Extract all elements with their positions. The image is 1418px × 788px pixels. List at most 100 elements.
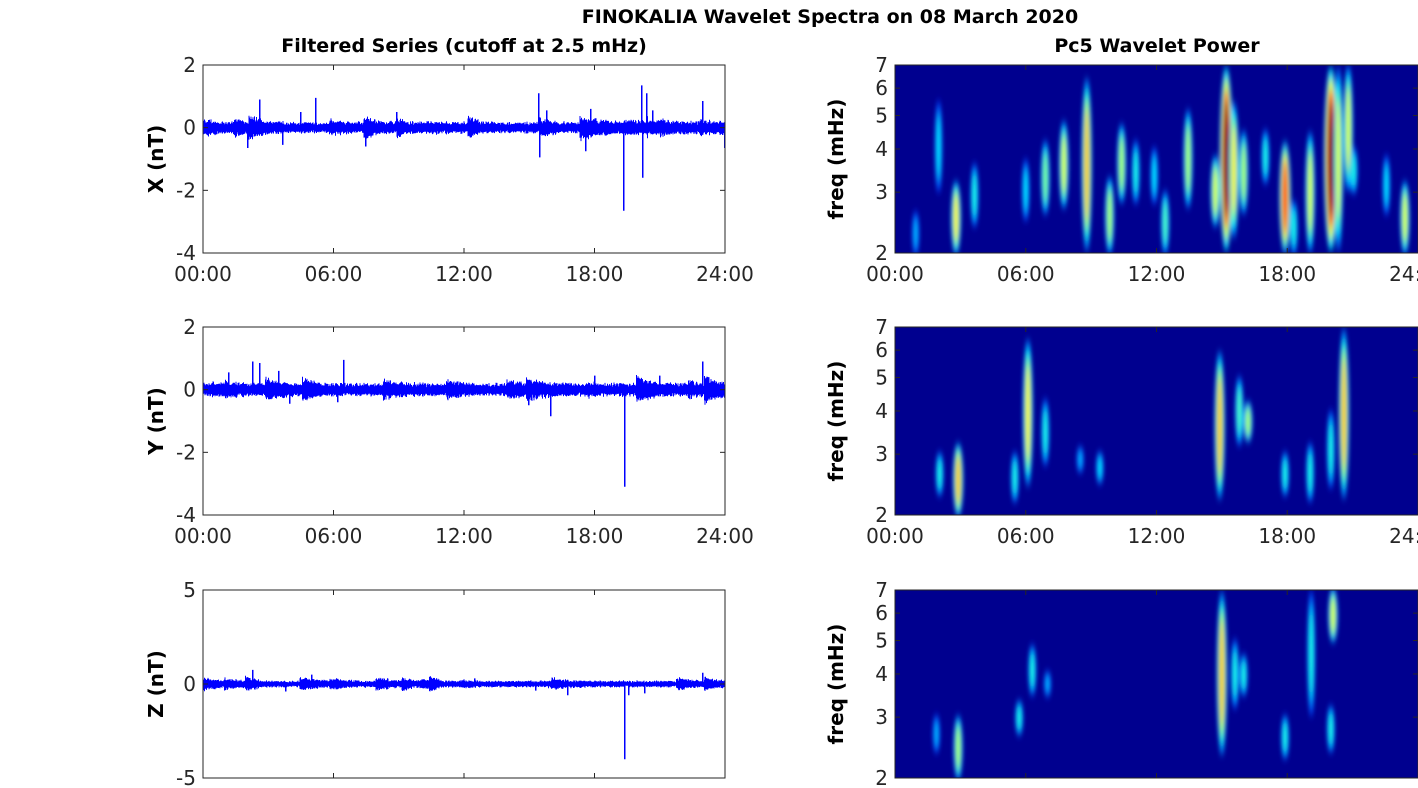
power-blob (1308, 153, 1313, 232)
power-blob (1292, 210, 1296, 246)
x-tick-label: 24:00 (1389, 262, 1418, 286)
y-tick-label: 2 (875, 766, 888, 788)
power-blob (1078, 450, 1082, 469)
power-blob (1309, 613, 1313, 695)
power-blob (1352, 155, 1356, 186)
power-blob (1098, 457, 1102, 479)
y-tick-label: 5 (875, 628, 888, 652)
x-tick-label: 12:00 (435, 262, 493, 286)
y-tick-label: -2 (176, 440, 196, 464)
power-blob (1163, 201, 1167, 244)
y-tick-label: 3 (875, 180, 888, 204)
y-tick-label: -4 (176, 241, 196, 265)
power-blob (1084, 109, 1089, 221)
y-tick-label: 2 (183, 315, 196, 339)
axes-6 (894, 589, 1418, 779)
power-blob (1024, 170, 1028, 211)
x-tick-label: 24:00 (696, 524, 754, 548)
axes-1 (202, 64, 726, 254)
power-blob (1384, 165, 1389, 205)
power-blob (1233, 651, 1237, 697)
x-tick-label: 18:00 (566, 262, 624, 286)
y-tick-label: 3 (875, 705, 888, 729)
y-tick-label: 6 (875, 338, 888, 362)
x-tick-label: 06:00 (997, 524, 1055, 548)
y-axis-label: freq (mHz) (824, 361, 848, 482)
power-blob (1223, 100, 1229, 218)
power-blob (1237, 388, 1242, 434)
power-blob (1043, 153, 1048, 202)
spectrogram-blobs (935, 328, 1350, 515)
x-tick-label: 00:00 (174, 262, 232, 286)
power-blob (1061, 136, 1066, 194)
power-blob (1283, 722, 1287, 752)
y-tick-label: 0 (183, 378, 196, 402)
power-blob (1219, 621, 1225, 727)
power-blob (1263, 139, 1268, 175)
power-blob (1329, 423, 1333, 475)
x-tick-label: 00:00 (866, 524, 924, 548)
y-tick-label: 7 (875, 53, 888, 77)
axes-5 (894, 326, 1418, 516)
power-blob (1402, 194, 1407, 242)
x-tick-label: 18:00 (1258, 524, 1316, 548)
x-tick-label: 12:00 (435, 524, 493, 548)
power-blob (972, 174, 977, 216)
spectrogram-background (895, 590, 1418, 778)
y-tick-label: -5 (176, 766, 196, 788)
power-blob (914, 219, 918, 248)
power-blob (1134, 151, 1138, 193)
power-blob (1283, 459, 1287, 489)
y-axis-label: X (nT) (144, 125, 168, 194)
power-blob (936, 116, 941, 177)
power-blob (1030, 653, 1034, 687)
power-blob (937, 459, 942, 489)
x-tick-label: 06:00 (305, 262, 363, 286)
y-tick-label: 5 (875, 103, 888, 127)
spectrogram-blob-layer (912, 65, 1410, 253)
y-tick-label: 4 (875, 399, 888, 423)
power-blob (1331, 597, 1336, 633)
power-blob (1013, 461, 1017, 494)
x-tick-label: 06:00 (305, 524, 363, 548)
figure-title: FINOKALIA Wavelet Spectra on 08 March 20… (581, 6, 1079, 28)
y-tick-label: 5 (875, 365, 888, 389)
x-tick-label: 24:00 (696, 262, 754, 286)
power-blob (1107, 190, 1112, 241)
power-blob (1329, 713, 1333, 745)
power-blob (956, 726, 961, 769)
y-tick-label: 5 (183, 578, 196, 602)
x-tick-label: 24:00 (1389, 524, 1418, 548)
y-tick-label: 2 (875, 503, 888, 527)
spectrogram-blobs (912, 65, 1410, 253)
power-blob (1152, 157, 1156, 195)
power-blob (1231, 126, 1236, 214)
x-tick-label: 06:00 (997, 262, 1055, 286)
y-tick-label: 7 (875, 315, 888, 339)
axes-3 (202, 589, 726, 779)
power-blob (1282, 161, 1288, 234)
power-blob (1241, 145, 1246, 200)
power-blob (1246, 408, 1250, 436)
power-blob (1046, 675, 1050, 693)
y-tick-label: -2 (176, 178, 196, 202)
power-blob (934, 721, 938, 747)
y-tick-label: 4 (875, 662, 888, 686)
power-blob (1341, 359, 1347, 469)
x-tick-label: 18:00 (566, 524, 624, 548)
y-tick-label: -4 (176, 503, 196, 527)
y-tick-label: 2 (183, 53, 196, 77)
y-tick-label: 0 (183, 672, 196, 696)
y-tick-label: 3 (875, 442, 888, 466)
power-blob (1328, 100, 1334, 218)
power-blob (1025, 365, 1031, 461)
y-axis-label: freq (mHz) (824, 99, 848, 220)
x-tick-label: 18:00 (1258, 262, 1316, 286)
power-blob (1017, 706, 1021, 730)
y-tick-label: 2 (875, 241, 888, 265)
spectrogram-blob-layer (932, 590, 1338, 778)
spectrogram-blobs (932, 590, 1338, 778)
right-column-title: Pc5 Wavelet Power (1054, 35, 1260, 57)
x-tick-label: 00:00 (174, 524, 232, 548)
